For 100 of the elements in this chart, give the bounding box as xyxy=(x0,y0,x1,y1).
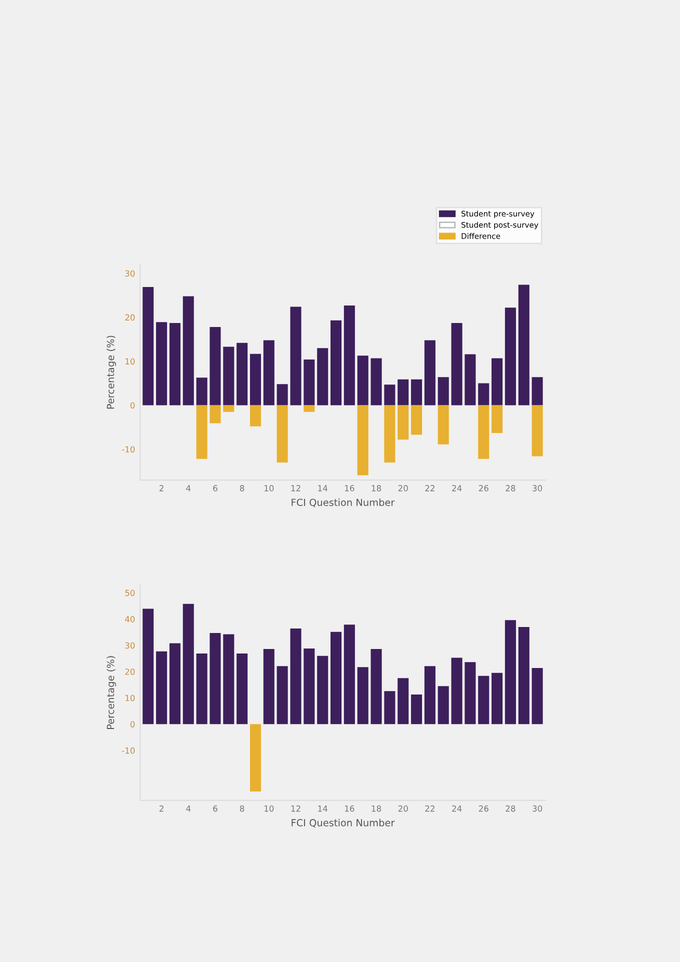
bar xyxy=(223,405,234,412)
x-tick-label: 28 xyxy=(506,805,516,812)
bar xyxy=(330,632,342,724)
y-tick-label: -10 xyxy=(122,747,135,754)
bar xyxy=(504,308,516,406)
bar xyxy=(398,678,409,724)
x-tick-label: 30 xyxy=(532,485,542,492)
bar xyxy=(156,322,168,406)
bar xyxy=(532,377,543,406)
x-tick-label: 10 xyxy=(264,485,274,492)
x-axis-title: FCI Question Number xyxy=(292,498,395,508)
bar xyxy=(196,378,208,406)
x-tick-label: 10 xyxy=(264,805,274,812)
bar xyxy=(411,379,422,406)
x-tick-label: 8 xyxy=(240,485,244,492)
bar xyxy=(169,643,180,724)
bar xyxy=(478,676,490,724)
x-tick-label: 4 xyxy=(186,485,191,492)
x-tick-label: 18 xyxy=(372,805,381,812)
bar xyxy=(304,405,315,412)
x-tick-label: 16 xyxy=(345,805,354,812)
x-tick-label: 22 xyxy=(425,485,434,492)
x-tick-label: 18 xyxy=(372,485,381,492)
x-tick-label: 28 xyxy=(506,485,516,492)
bar xyxy=(384,691,396,724)
y-axis-title: Percentage (%) xyxy=(106,656,116,729)
bar xyxy=(357,667,368,724)
bar xyxy=(263,649,274,724)
bar xyxy=(182,604,194,724)
x-tick-label: 22 xyxy=(425,805,434,812)
bar xyxy=(236,653,248,724)
bar xyxy=(330,320,342,406)
x-tick-label: 14 xyxy=(318,806,328,812)
bar xyxy=(276,405,288,462)
bar xyxy=(504,620,516,724)
y-axis-title: Percentage (%) xyxy=(106,336,116,409)
bar xyxy=(210,632,221,724)
bar xyxy=(182,296,194,406)
bar xyxy=(304,360,315,406)
bar xyxy=(370,649,382,724)
y-tick-label: 0 xyxy=(130,721,135,728)
x-axis-title: FCI Question Number xyxy=(292,818,395,828)
bar xyxy=(384,405,396,462)
x-tick-label: 2 xyxy=(160,485,164,492)
bar xyxy=(411,405,422,435)
bar xyxy=(492,358,503,406)
x-tick-label: 30 xyxy=(532,805,542,812)
y-tick-label: 20 xyxy=(125,668,135,675)
bar xyxy=(317,348,328,406)
bar xyxy=(223,634,234,724)
bar xyxy=(236,342,248,406)
bar xyxy=(492,672,503,724)
bar xyxy=(438,405,449,444)
x-tick-label: 6 xyxy=(213,485,218,492)
x-tick-label: 26 xyxy=(478,485,488,492)
bar xyxy=(451,323,462,406)
bar xyxy=(250,405,261,426)
y-tick-label: 10 xyxy=(126,358,135,365)
x-tick-label: 16 xyxy=(345,485,354,492)
bar xyxy=(492,405,503,433)
x-tick-label: 20 xyxy=(398,485,408,492)
bar xyxy=(370,358,382,406)
bar xyxy=(532,668,543,724)
x-tick-label: 4 xyxy=(186,806,191,812)
bar xyxy=(438,686,449,724)
y-tick-label: 30 xyxy=(125,642,135,649)
y-tick-label: 0 xyxy=(130,402,135,409)
y-tick-label: 50 xyxy=(125,590,135,596)
y-tick-label: -10 xyxy=(122,446,135,453)
bar xyxy=(210,405,221,424)
bar xyxy=(438,377,449,406)
bar xyxy=(263,340,274,406)
bar xyxy=(478,383,490,406)
x-tick-label: 24 xyxy=(452,485,462,492)
y-tick-label: 20 xyxy=(125,314,135,321)
bar xyxy=(276,666,288,724)
x-tick-label: 2 xyxy=(160,805,164,812)
bar xyxy=(451,658,462,724)
bar xyxy=(357,405,368,476)
bar xyxy=(223,346,234,406)
bar xyxy=(250,354,261,406)
bar xyxy=(276,384,288,406)
x-tick-label: 20 xyxy=(398,805,408,812)
bar xyxy=(464,662,476,724)
bar xyxy=(478,405,490,459)
bar xyxy=(411,694,422,724)
bar xyxy=(398,405,409,440)
y-tick-label: 40 xyxy=(125,616,135,622)
bar xyxy=(398,379,409,406)
x-tick-label: 14 xyxy=(318,485,328,492)
bar xyxy=(424,340,436,406)
bar xyxy=(304,648,315,724)
bar xyxy=(156,651,168,724)
bar xyxy=(317,656,328,724)
bar xyxy=(532,405,543,456)
x-tick-label: 12 xyxy=(291,485,300,492)
bar xyxy=(424,666,436,724)
bar xyxy=(290,628,302,724)
y-tick-label: 30 xyxy=(125,270,135,277)
bar xyxy=(210,327,221,406)
